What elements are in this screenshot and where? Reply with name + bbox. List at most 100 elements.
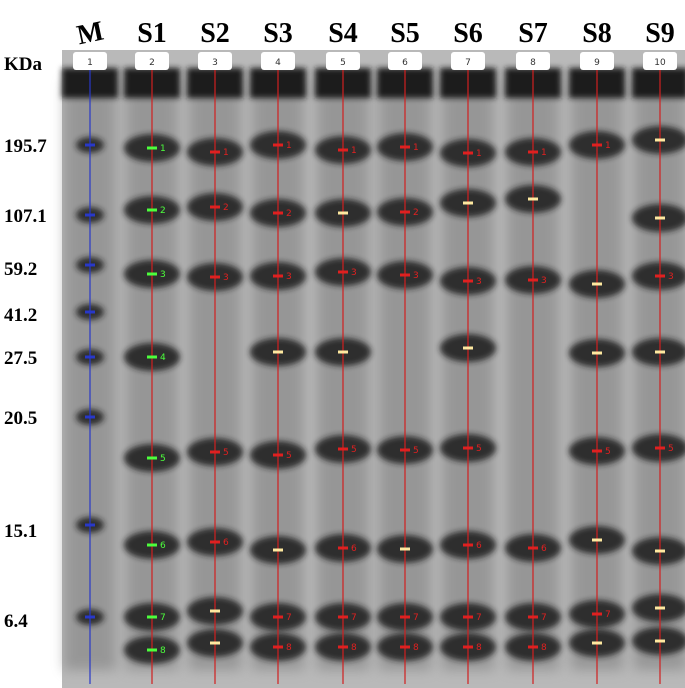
band-number: 1	[413, 143, 419, 153]
lane-tab	[451, 52, 485, 70]
lane-label: S5	[390, 18, 420, 49]
lane-label: S2	[200, 18, 230, 49]
band-tick	[147, 543, 157, 547]
band-tick	[528, 615, 538, 619]
lane-tab	[73, 52, 107, 70]
lane-label: M	[74, 16, 106, 52]
band-number: 7	[413, 613, 419, 623]
lane-tab	[643, 52, 677, 70]
marker-label: 107.1	[4, 206, 47, 227]
band-number: 5	[605, 447, 611, 457]
band-tick	[463, 346, 473, 350]
marker-label: 15.1	[4, 521, 37, 542]
lane-number: 4	[275, 58, 281, 68]
band-tick	[210, 150, 220, 154]
band-number: 6	[351, 544, 357, 554]
lane-number: 9	[594, 58, 600, 68]
band-number: 3	[351, 268, 357, 278]
band-tick	[338, 350, 348, 354]
band-number: 7	[160, 613, 166, 623]
band-tick	[528, 546, 538, 550]
lane-tab	[261, 52, 295, 70]
band-tick	[592, 351, 602, 355]
lane-tab	[516, 52, 550, 70]
lane-number: 1	[87, 58, 93, 68]
band-tick	[210, 450, 220, 454]
band-tick	[85, 213, 95, 217]
band-tick	[400, 145, 410, 149]
band-number: 5	[286, 451, 292, 461]
band-tick	[528, 645, 538, 649]
band-tick	[592, 143, 602, 147]
lane-number: 5	[340, 58, 346, 68]
band-tick	[592, 641, 602, 645]
band-tick	[85, 523, 95, 527]
band-number: 5	[160, 454, 166, 464]
band-tick	[338, 270, 348, 274]
band-number: 7	[541, 613, 547, 623]
band-tick	[463, 151, 473, 155]
lane-tab	[388, 52, 422, 70]
band-tick	[338, 211, 348, 215]
band-tick	[338, 148, 348, 152]
band-tick	[592, 538, 602, 542]
band-number: 8	[476, 643, 482, 653]
band-tick	[147, 208, 157, 212]
lane-label: S7	[518, 18, 548, 49]
lane-number: 10	[654, 58, 666, 68]
band-tick	[463, 645, 473, 649]
band-number: 5	[223, 448, 229, 458]
band-tick	[528, 197, 538, 201]
band-tick	[528, 150, 538, 154]
lane-tab	[198, 52, 232, 70]
band-tick	[147, 146, 157, 150]
marker-label: 20.5	[4, 408, 37, 429]
band-number: 7	[351, 613, 357, 623]
band-tick	[655, 639, 665, 643]
band-number: 1	[605, 141, 611, 151]
band-number: 3	[541, 276, 547, 286]
marks: 1 2 1 2 3 4 5 6 7 8 3 1 2 3 5 6 4 1 2 3 5 7 8 5 1 3 5 6 7 8 6 1 2 3 5 7 8 7 1 3…	[73, 52, 677, 684]
band-number: 3	[286, 272, 292, 282]
band-tick	[338, 447, 348, 451]
lane-label: S3	[263, 18, 293, 49]
axis-label: KDa	[4, 54, 43, 75]
lane-number: 6	[402, 58, 408, 68]
band-number: 2	[223, 203, 229, 213]
band-tick	[655, 549, 665, 553]
band-tick	[655, 274, 665, 278]
band-tick	[210, 540, 220, 544]
band-number: 8	[160, 646, 166, 656]
marker-label: 27.5	[4, 348, 37, 369]
band-tick	[273, 645, 283, 649]
band-number: 5	[476, 444, 482, 454]
band-number: 4	[160, 353, 166, 363]
marker-label: 6.4	[4, 611, 28, 632]
band-number: 6	[223, 538, 229, 548]
band-tick	[210, 609, 220, 613]
band-tick	[338, 645, 348, 649]
lane-number: 7	[465, 58, 471, 68]
band-tick	[210, 641, 220, 645]
band-tick	[273, 211, 283, 215]
lane-label: S6	[453, 18, 483, 49]
lane-label: S1	[137, 18, 167, 49]
band-number: 1	[223, 148, 229, 158]
band-tick	[85, 263, 95, 267]
band-number: 8	[541, 643, 547, 653]
band-tick	[463, 615, 473, 619]
lane-tab	[135, 52, 169, 70]
band-tick	[338, 546, 348, 550]
band-number: 7	[605, 610, 611, 620]
band-tick	[655, 606, 665, 610]
band-tick	[400, 448, 410, 452]
band-tick	[85, 415, 95, 419]
band-tick	[85, 143, 95, 147]
marker-label: 59.2	[4, 259, 37, 280]
marker-label: 195.7	[4, 136, 47, 157]
band-tick	[400, 210, 410, 214]
band-tick	[147, 355, 157, 359]
band-tick	[400, 645, 410, 649]
band-number: 2	[413, 208, 419, 218]
